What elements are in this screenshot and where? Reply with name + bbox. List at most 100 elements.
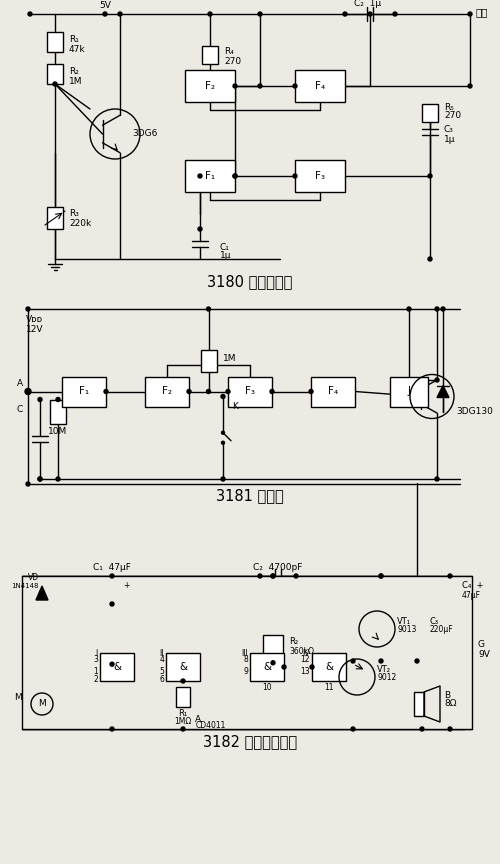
Circle shape xyxy=(56,477,60,481)
Polygon shape xyxy=(36,586,48,600)
Circle shape xyxy=(258,12,262,16)
Text: F₃: F₃ xyxy=(245,386,255,397)
Text: B: B xyxy=(444,691,450,701)
Circle shape xyxy=(441,307,445,311)
Bar xyxy=(202,46,218,64)
Bar xyxy=(176,687,190,707)
Text: R₅: R₅ xyxy=(444,103,454,111)
Bar xyxy=(185,70,235,102)
Text: 3DG6: 3DG6 xyxy=(132,130,158,138)
Text: F₄: F₄ xyxy=(328,386,338,397)
Text: A: A xyxy=(17,379,23,388)
Text: 12V: 12V xyxy=(26,325,44,334)
Circle shape xyxy=(53,82,57,86)
Text: 11: 11 xyxy=(324,683,334,692)
Circle shape xyxy=(198,174,202,178)
Circle shape xyxy=(56,397,60,402)
Circle shape xyxy=(110,727,114,731)
Circle shape xyxy=(379,574,383,578)
Circle shape xyxy=(420,727,424,731)
Text: K: K xyxy=(232,402,238,411)
Text: F₂: F₂ xyxy=(205,81,215,91)
Circle shape xyxy=(468,84,472,88)
Text: C₁: C₁ xyxy=(220,243,230,251)
Circle shape xyxy=(310,665,314,669)
Text: III: III xyxy=(241,649,248,658)
Bar xyxy=(295,70,345,102)
Text: 12: 12 xyxy=(300,656,310,664)
Text: M: M xyxy=(38,698,46,708)
Text: 9012: 9012 xyxy=(377,672,396,682)
Bar xyxy=(295,160,345,192)
Text: VD: VD xyxy=(28,574,39,582)
Text: M: M xyxy=(14,694,22,702)
Text: 1M: 1M xyxy=(69,77,82,86)
Circle shape xyxy=(271,574,275,578)
Text: 270: 270 xyxy=(444,111,461,120)
Text: II: II xyxy=(160,649,164,658)
Bar xyxy=(228,377,272,406)
Circle shape xyxy=(181,727,185,731)
Circle shape xyxy=(271,574,275,578)
Circle shape xyxy=(435,378,439,382)
Circle shape xyxy=(28,12,32,16)
Text: R₂: R₂ xyxy=(69,67,79,75)
Bar xyxy=(390,377,428,406)
Bar xyxy=(62,377,106,406)
Bar xyxy=(311,377,355,406)
Circle shape xyxy=(293,84,297,88)
Text: 3181 报警器: 3181 报警器 xyxy=(216,488,284,504)
Text: 47μF: 47μF xyxy=(462,590,481,600)
Circle shape xyxy=(206,390,210,393)
Circle shape xyxy=(258,84,262,88)
Text: C₁  47μF: C₁ 47μF xyxy=(93,563,131,573)
Text: &: & xyxy=(263,662,271,672)
Text: +: + xyxy=(123,581,129,590)
Text: F₄: F₄ xyxy=(315,81,325,91)
Circle shape xyxy=(26,482,30,486)
Circle shape xyxy=(368,12,372,16)
Circle shape xyxy=(198,227,202,231)
Text: 6: 6 xyxy=(159,675,164,684)
Text: C₂  1μ: C₂ 1μ xyxy=(354,0,382,9)
Circle shape xyxy=(233,174,237,178)
Text: 9013: 9013 xyxy=(397,625,416,633)
Circle shape xyxy=(26,307,30,311)
Text: 10: 10 xyxy=(262,683,272,692)
Bar xyxy=(250,653,284,681)
Circle shape xyxy=(379,574,383,578)
Text: 3: 3 xyxy=(93,656,98,664)
Circle shape xyxy=(351,659,355,663)
Text: 3180 双音报警器: 3180 双音报警器 xyxy=(208,275,292,289)
Circle shape xyxy=(282,665,286,669)
Text: &: & xyxy=(325,662,333,672)
Text: 360kΩ: 360kΩ xyxy=(289,647,314,657)
Text: IV: IV xyxy=(302,649,310,658)
Text: 1μ: 1μ xyxy=(444,136,456,144)
Text: J: J xyxy=(408,386,410,397)
Circle shape xyxy=(26,390,30,393)
Text: 9V: 9V xyxy=(478,650,490,659)
Text: R₃: R₃ xyxy=(69,209,79,219)
Text: C₃: C₃ xyxy=(429,617,438,626)
Bar xyxy=(263,635,283,659)
Circle shape xyxy=(343,12,347,16)
Text: 8Ω: 8Ω xyxy=(444,700,456,708)
Text: 10M: 10M xyxy=(48,427,68,436)
Circle shape xyxy=(26,390,30,393)
Text: 2: 2 xyxy=(93,675,98,684)
Bar xyxy=(22,576,472,729)
Text: 9: 9 xyxy=(243,667,248,676)
Text: 220k: 220k xyxy=(69,219,91,228)
Text: 270: 270 xyxy=(224,56,241,66)
Circle shape xyxy=(222,442,224,444)
Text: R₄: R₄ xyxy=(224,48,234,56)
Bar xyxy=(414,692,424,716)
Text: 1M: 1M xyxy=(222,354,236,363)
Text: C₃: C₃ xyxy=(444,125,454,135)
Text: 1μ: 1μ xyxy=(220,251,232,259)
Circle shape xyxy=(415,659,419,663)
Text: 输出: 输出 xyxy=(475,7,488,17)
Polygon shape xyxy=(437,385,449,397)
Text: 13: 13 xyxy=(300,667,310,676)
